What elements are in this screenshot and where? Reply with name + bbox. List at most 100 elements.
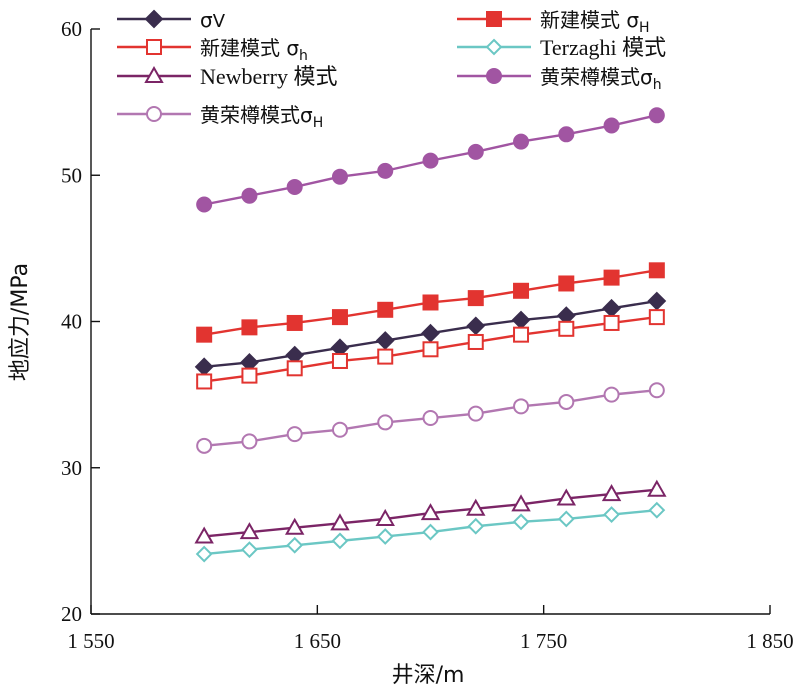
data-point [241, 187, 258, 204]
data-point [603, 269, 620, 286]
data-point [513, 133, 530, 150]
data-point [196, 373, 213, 390]
legend-label: σV [200, 8, 226, 32]
data-point [556, 488, 577, 506]
series-newberry [194, 479, 667, 544]
data-point [647, 291, 667, 311]
legend-item-terzaghi: Terzaghi 模式 [457, 35, 666, 60]
data-point [239, 522, 260, 540]
data-point [558, 275, 575, 292]
data-point [377, 301, 394, 318]
x-tick-label: 1 650 [294, 629, 341, 653]
data-point [467, 143, 484, 160]
data-point [196, 196, 213, 213]
legend-marker [486, 11, 502, 27]
data-point [331, 309, 348, 326]
data-point [195, 545, 213, 563]
data-point [422, 152, 439, 169]
data-point [422, 341, 439, 358]
legend-item-sigma-h: 黄荣樽模式σH [117, 103, 323, 131]
data-point [603, 117, 620, 134]
y-axis-title: 地应力/MPa [8, 263, 33, 381]
legend-marker [146, 39, 162, 55]
legend-marker [486, 68, 502, 84]
y-tick-label: 50 [61, 163, 82, 187]
legend-item-sigma-v: σV [117, 8, 226, 32]
data-point [558, 320, 575, 337]
data-point [331, 168, 348, 185]
data-point [466, 498, 486, 516]
data-point [377, 414, 394, 431]
data-point [330, 513, 350, 531]
data-point [286, 536, 304, 554]
data-point [647, 479, 667, 497]
data-point [513, 398, 530, 415]
x-axis-title: 井深/m [392, 663, 465, 688]
data-point [331, 421, 348, 438]
x-tick-label: 1 550 [67, 629, 114, 653]
data-point [466, 316, 486, 336]
series-sigma-h [196, 382, 665, 454]
data-point [375, 508, 395, 526]
data-point [603, 506, 620, 523]
legend-marker [146, 106, 162, 122]
legend-item-sigma-h: 新建模式 σH [457, 8, 650, 36]
data-point [331, 532, 349, 550]
data-point [558, 393, 575, 410]
data-point [196, 437, 213, 454]
data-point [377, 162, 394, 179]
legend-marker [144, 65, 164, 83]
data-point [421, 323, 440, 343]
data-point [194, 526, 214, 544]
series-sigma-h [196, 309, 665, 390]
data-point [286, 426, 303, 443]
legend-label: 新建模式 σH [540, 8, 650, 36]
data-point [375, 331, 395, 350]
data-point [241, 541, 258, 559]
data-point [648, 262, 665, 279]
data-point [603, 314, 620, 331]
data-point [286, 360, 303, 377]
plot-area [194, 107, 667, 563]
data-point [558, 126, 575, 143]
series-terzaghi [195, 501, 666, 563]
data-point [376, 528, 394, 545]
data-point [420, 503, 441, 521]
data-point [648, 382, 665, 399]
data-point [286, 314, 303, 331]
data-point [513, 282, 530, 299]
data-point [331, 352, 348, 369]
data-point [422, 294, 439, 311]
axes: 地应力/MPa 井深/m 20 30 40 50 60 1 550 1 650 1 750 1 … [8, 17, 794, 688]
data-point [601, 484, 622, 502]
data-point [602, 298, 621, 318]
legend-item-sigma-h: 黄荣樽模式σh [457, 65, 662, 93]
legend-label: 新建模式 σh [200, 36, 308, 64]
series-sigma-h [196, 107, 665, 213]
legend-label: Terzaghi 模式 [540, 35, 666, 60]
data-point [241, 367, 258, 384]
legend-label: Newberry 模式 [200, 64, 337, 89]
legend-label: 黄荣樽模式σh [540, 65, 662, 93]
y-tick-label: 20 [61, 602, 82, 626]
y-tick-label: 30 [61, 456, 82, 480]
data-point [467, 333, 484, 350]
data-point [467, 405, 484, 422]
data-point [194, 357, 214, 377]
data-point [422, 410, 439, 427]
x-tick-label: 1 750 [520, 629, 567, 653]
data-point [648, 501, 666, 519]
y-tick-label: 40 [61, 310, 82, 334]
x-tick-label: 1 850 [746, 629, 793, 653]
legend-item-sigma-h: 新建模式 σh [117, 36, 308, 64]
data-point [196, 326, 213, 343]
data-point [241, 433, 258, 450]
data-point [511, 494, 531, 512]
data-point [511, 310, 531, 330]
data-point [648, 107, 665, 124]
data-point [422, 523, 439, 541]
legend-marker [485, 38, 503, 56]
data-point [603, 386, 620, 403]
data-point [648, 309, 665, 326]
